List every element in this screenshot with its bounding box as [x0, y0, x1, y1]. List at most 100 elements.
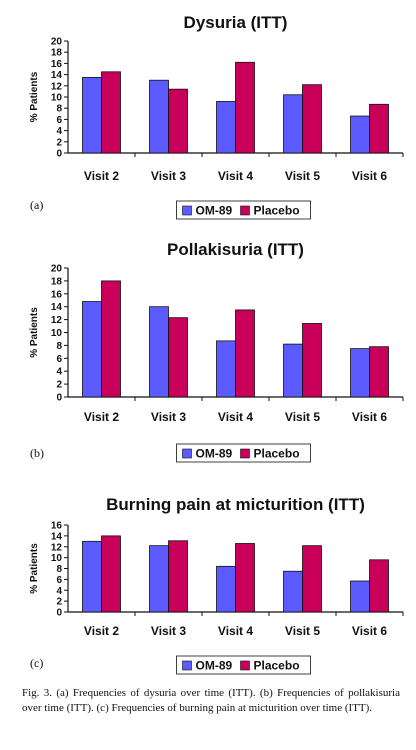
- y-axis-label: % Patients: [29, 307, 40, 358]
- chart-title: Pollakisuria (ITT): [167, 240, 304, 259]
- y-tick-label: 8: [56, 564, 62, 575]
- y-axis-label: % Patients: [29, 71, 40, 122]
- panel-label: (c): [30, 656, 43, 670]
- legend-swatch: [182, 205, 192, 216]
- legend-swatch: [240, 205, 250, 216]
- y-tick-label: 2: [56, 597, 62, 608]
- bar-placebo-visit-4: [235, 543, 255, 613]
- legend-label: OM-89: [196, 447, 233, 461]
- y-tick-label: 20: [51, 37, 63, 48]
- bar-placebo-visit-2: [101, 535, 121, 613]
- chart-1: Dysuria (ITT) % Patients 02468101214161820…: [29, 13, 404, 220]
- y-tick-label: 14: [51, 70, 63, 81]
- bar-placebo-visit-6: [369, 559, 389, 613]
- bar-placebo-visit-4: [235, 309, 255, 398]
- figure-caption: Fig. 3. (a) Frequencies of dysuria over …: [22, 687, 400, 714]
- bar-placebo-visit-3: [168, 540, 188, 613]
- y-tick-label: 2: [56, 380, 62, 391]
- bar-om-89-visit-3: [149, 79, 169, 154]
- x-tick-label: Visit 5: [285, 624, 320, 638]
- bar-placebo-visit-2: [101, 71, 121, 154]
- legend-swatch: [182, 448, 192, 459]
- y-tick-label: 6: [56, 575, 62, 586]
- x-tick-label: Visit 4: [218, 410, 253, 424]
- bar-om-89-visit-5: [283, 94, 303, 154]
- y-tick-label: 16: [51, 521, 63, 532]
- chart-title: Dysuria (ITT): [184, 13, 288, 32]
- y-tick-label: 2: [56, 137, 62, 148]
- bar-placebo-visit-5: [302, 84, 322, 154]
- y-tick-label: 8: [56, 104, 62, 115]
- y-tick-label: 20: [51, 264, 63, 275]
- bar-om-89-visit-6: [350, 348, 370, 398]
- bar-om-89-visit-2: [82, 77, 102, 154]
- panel-label: (a): [30, 198, 43, 212]
- y-tick-label: 14: [51, 302, 63, 313]
- bar-om-89-visit-4: [216, 340, 236, 398]
- x-tick-label: Visit 3: [151, 169, 186, 183]
- y-tick-label: 10: [51, 328, 63, 339]
- x-tick-label: Visit 6: [352, 169, 387, 183]
- legend-swatch: [240, 448, 250, 459]
- bar-placebo-visit-3: [168, 317, 188, 398]
- x-tick-label: Visit 2: [84, 410, 119, 424]
- y-tick-label: 18: [51, 48, 63, 59]
- x-tick-label: Visit 2: [84, 169, 119, 183]
- legend-swatch: [182, 660, 192, 671]
- y-tick-label: 4: [56, 586, 62, 597]
- chart-3: Burning pain at micturition (ITT) % Patie…: [29, 495, 404, 675]
- bar-om-89-visit-4: [216, 565, 236, 613]
- y-tick-label: 8: [56, 341, 62, 352]
- bar-om-89-visit-6: [350, 580, 370, 613]
- legend-label: Placebo: [254, 447, 300, 461]
- legend-swatch: [240, 660, 250, 671]
- y-tick-label: 12: [51, 81, 63, 92]
- bar-om-89-visit-3: [149, 306, 169, 398]
- bar-om-89-visit-3: [149, 545, 169, 613]
- bar-placebo-visit-5: [302, 323, 322, 398]
- bar-placebo-visit-3: [168, 88, 188, 154]
- legend-label: Placebo: [254, 659, 300, 673]
- y-axis-label: % Patients: [29, 543, 40, 594]
- chart-2: Pollakisuria (ITT) % Patients 0 2 4 6 8 10 12 14 1…: [29, 240, 404, 463]
- y-tick-label: 0: [56, 608, 62, 619]
- x-tick-label: Visit 6: [352, 624, 387, 638]
- y-tick-label: 14: [51, 531, 63, 542]
- y-tick-label: 10: [51, 93, 63, 104]
- legend-label: OM-89: [196, 659, 233, 673]
- legend-label: Placebo: [254, 204, 300, 218]
- x-tick-label: Visit 3: [151, 410, 186, 424]
- bar-om-89-visit-6: [350, 115, 370, 154]
- x-tick-label: Visit 2: [84, 624, 119, 638]
- panel-label: (b): [30, 446, 44, 460]
- bar-placebo-visit-6: [369, 346, 389, 398]
- y-tick-label: 0: [56, 149, 62, 160]
- x-tick-label: Visit 6: [352, 410, 387, 424]
- y-tick-label: 16: [51, 59, 63, 70]
- y-tick-label: 16: [51, 289, 63, 300]
- bar-placebo-visit-5: [302, 545, 322, 613]
- y-tick-label: 4: [56, 367, 62, 378]
- y-tick-label: 6: [56, 115, 62, 126]
- y-tick-label: 6: [56, 354, 62, 365]
- y-tick-label: 10: [51, 553, 63, 564]
- bar-placebo-visit-6: [369, 103, 389, 154]
- x-tick-label: Visit 4: [218, 169, 253, 183]
- bar-placebo-visit-2: [101, 280, 121, 398]
- y-tick-label: 12: [51, 542, 63, 553]
- y-tick-label: 0: [56, 393, 62, 404]
- bar-om-89-visit-5: [283, 570, 303, 613]
- chart-title: Burning pain at micturition (ITT): [106, 495, 365, 514]
- bar-om-89-visit-5: [283, 343, 303, 398]
- x-tick-label: Visit 4: [218, 624, 253, 638]
- x-tick-label: Visit 3: [151, 624, 186, 638]
- bar-om-89-visit-4: [216, 101, 236, 154]
- bar-placebo-visit-4: [235, 61, 255, 154]
- y-tick-label: 4: [56, 126, 62, 137]
- y-tick-label: 18: [51, 276, 63, 287]
- legend-label: OM-89: [196, 204, 233, 218]
- y-tick-label: 12: [51, 315, 63, 326]
- bar-om-89-visit-2: [82, 301, 102, 398]
- x-tick-label: Visit 5: [285, 410, 320, 424]
